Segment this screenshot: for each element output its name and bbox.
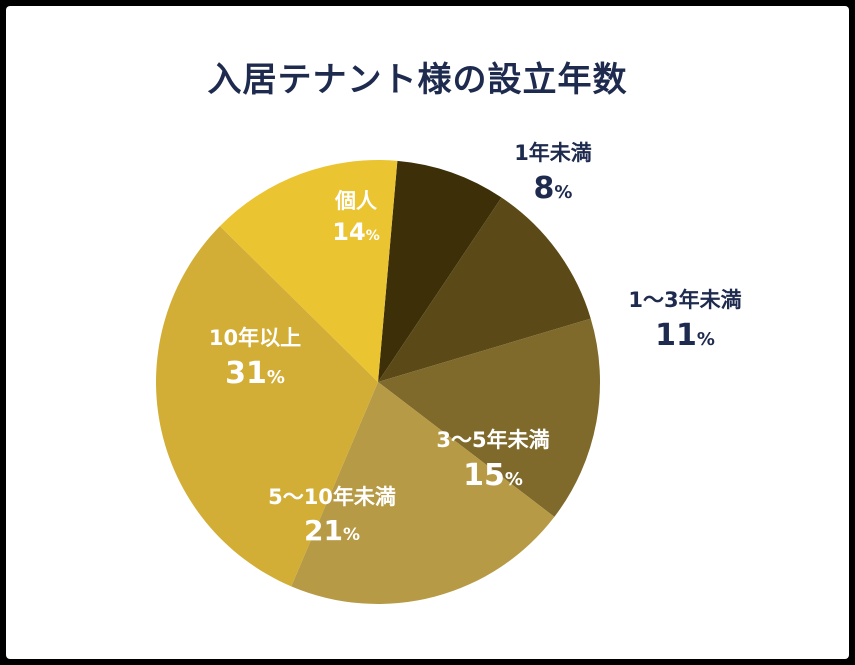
pie-slice [378,160,502,382]
slice-label: 1年未満 [514,141,592,165]
slice-label: 3〜5年未満 [436,428,549,452]
slice-label: 1〜3年未満 [628,288,741,312]
pie-slice [378,318,601,517]
pie-slice [219,159,398,382]
slice-value: 15% [463,458,523,493]
slice-value: 8% [534,171,573,206]
pie-slice [291,382,555,604]
slice-value: 14% [332,218,379,246]
pie-slice [378,197,591,382]
chart-title: 入居テナント様の設立年数 [207,60,628,100]
slice-value: 31% [225,356,285,391]
slice-label: 10年以上 [209,326,301,350]
slice-value: 11% [655,318,715,353]
pie-slice [156,226,378,587]
slice-label: 個人 [334,189,377,213]
slice-label: 5〜10年未満 [268,485,396,509]
slice-value: 21% [304,514,360,547]
